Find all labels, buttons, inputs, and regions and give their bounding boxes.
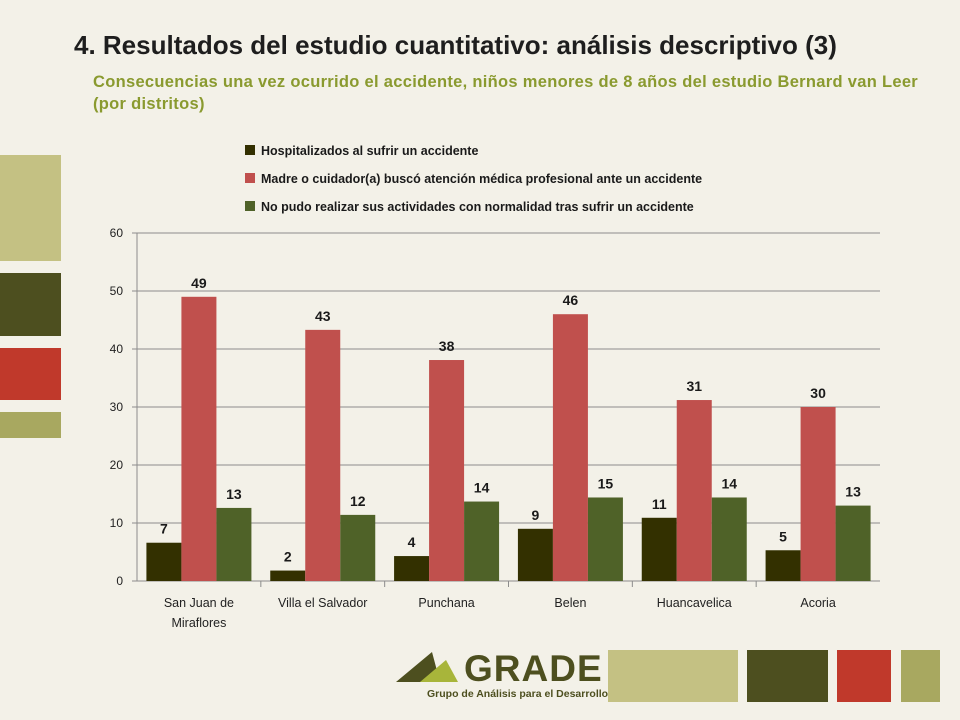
bar-1 xyxy=(270,570,306,581)
x-tick-label: Acoria xyxy=(800,596,835,610)
data-label: 13 xyxy=(226,486,242,502)
data-label: 4 xyxy=(408,534,416,550)
logo-word: GRADE xyxy=(464,648,603,689)
data-label: 31 xyxy=(686,378,702,394)
data-label: 14 xyxy=(474,480,490,496)
deco-block-red xyxy=(0,348,61,400)
data-label: 2 xyxy=(284,549,292,565)
x-tick-label: Villa el Salvador xyxy=(278,596,367,610)
x-tick-label: Huancavelica xyxy=(657,596,732,610)
data-label: 11 xyxy=(652,496,667,512)
y-tick-label: 30 xyxy=(110,400,124,414)
bar-1 xyxy=(517,528,553,581)
slide-title: 4. Resultados del estudio cuantitativo: … xyxy=(74,30,837,60)
bar-3 xyxy=(587,497,623,581)
deco-block-light xyxy=(0,155,61,261)
bar-3 xyxy=(464,501,500,581)
deco-block-dark xyxy=(0,273,61,336)
bar-1 xyxy=(641,517,677,581)
bar-3 xyxy=(835,505,871,581)
y-tick-label: 40 xyxy=(110,342,124,356)
legend-swatch-3 xyxy=(245,201,255,211)
x-tick-label: Punchana xyxy=(418,596,474,610)
x-tick-label: Miraflores xyxy=(171,616,226,630)
data-label: 9 xyxy=(532,507,540,523)
slide-subtitle: Consecuencias una vez ocurrido el accide… xyxy=(93,73,919,113)
bar-2 xyxy=(181,296,217,581)
footer-block-dark xyxy=(747,650,828,702)
bar-1 xyxy=(394,556,430,581)
y-tick-label: 50 xyxy=(110,284,124,298)
y-tick-label: 60 xyxy=(110,226,124,240)
legend-swatch-2 xyxy=(245,173,255,183)
legend-label-1: Hospitalizados al sufrir un accidente xyxy=(261,144,478,158)
legend-label-2: Madre o cuidador(a) buscó atención médic… xyxy=(261,172,702,186)
data-label: 15 xyxy=(598,475,614,491)
bar-2 xyxy=(305,329,341,581)
y-tick-label: 0 xyxy=(116,574,123,588)
data-label: 12 xyxy=(350,493,366,509)
bar-3 xyxy=(711,497,747,581)
bar-2 xyxy=(552,314,588,581)
bar-3 xyxy=(340,514,376,581)
footer-block-light xyxy=(608,650,738,702)
footer-block-olive xyxy=(901,650,940,702)
data-label: 14 xyxy=(721,475,737,491)
data-label: 5 xyxy=(779,528,787,544)
data-label: 13 xyxy=(845,484,861,500)
footer-block-red xyxy=(837,650,891,702)
data-label: 30 xyxy=(810,385,826,401)
bar-2 xyxy=(429,360,465,581)
data-label: 7 xyxy=(160,521,168,537)
legend-label-3: No pudo realizar sus actividades con nor… xyxy=(261,200,694,214)
data-label: 46 xyxy=(563,292,579,308)
y-tick-label: 10 xyxy=(110,516,124,530)
deco-block-olive xyxy=(0,412,61,438)
logo-mark-icon xyxy=(396,652,458,682)
y-tick-label: 20 xyxy=(110,458,124,472)
x-tick-label: San Juan de xyxy=(164,596,234,610)
bar-1 xyxy=(146,542,182,581)
data-label: 43 xyxy=(315,308,331,324)
x-tick-label: Belen xyxy=(554,596,586,610)
bar-2 xyxy=(676,400,712,581)
data-label: 49 xyxy=(191,275,207,291)
bar-1 xyxy=(765,550,801,581)
legend-swatch-1 xyxy=(245,145,255,155)
bar-2 xyxy=(800,407,836,581)
data-label: 38 xyxy=(439,338,455,354)
bar-3 xyxy=(216,507,252,581)
logo-tagline: Grupo de Análisis para el Desarrollo xyxy=(427,688,609,700)
